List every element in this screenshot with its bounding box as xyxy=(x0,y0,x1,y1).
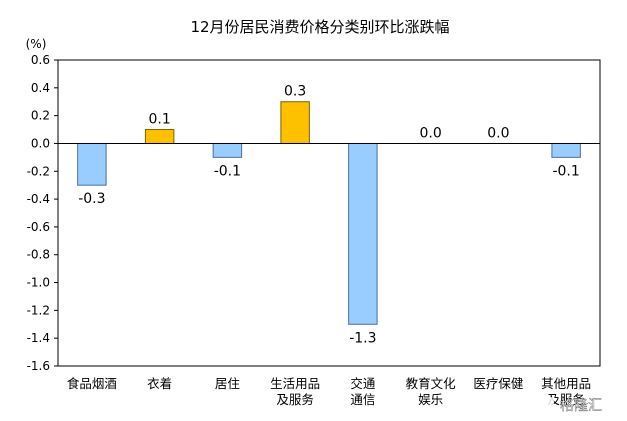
bar-8 xyxy=(551,142,581,158)
x-category-label: 其他用品 xyxy=(541,376,591,391)
y-tick-label: -0.4 xyxy=(27,192,50,206)
y-tick-label: -1.2 xyxy=(27,303,50,317)
y-tick-label: -0.6 xyxy=(27,220,50,234)
bar-1 xyxy=(77,142,107,186)
plot-area-frame xyxy=(57,59,601,367)
bar-5 xyxy=(348,142,378,325)
y-axis: 0.6 0.4 0.2 0.0 -0.2 -0.4 -0.6 -0.8 -1.0 -1.2 -1.4… xyxy=(27,53,58,373)
x-category-label: 居住 xyxy=(215,376,241,391)
y-tick-label: -1.6 xyxy=(27,359,50,373)
chart-title: 12月份居民消费价格分类别环比涨跌幅 xyxy=(190,18,449,36)
data-label: 0.1 xyxy=(148,112,170,128)
y-tick-label: -1.0 xyxy=(27,276,50,290)
x-category-label: 及服务 xyxy=(276,392,314,407)
data-label: 0.0 xyxy=(419,125,441,141)
watermark-logo-icon xyxy=(540,397,554,411)
data-label: -0.1 xyxy=(552,163,579,179)
x-category-label: 及服务 xyxy=(547,392,585,407)
x-category-label: 娱乐 xyxy=(418,392,443,407)
data-label: -0.1 xyxy=(214,163,241,179)
data-label: 0.3 xyxy=(284,84,306,100)
y-tick-label: -0.8 xyxy=(27,248,50,262)
y-tick-label: 0.2 xyxy=(31,109,50,123)
x-category-label: 生活用品 xyxy=(270,376,320,391)
x-category-label: 交通 xyxy=(350,376,376,391)
watermark: 格隆汇 xyxy=(540,397,602,414)
y-tick-label: -1.4 xyxy=(27,331,50,345)
bar-4 xyxy=(280,101,310,144)
y-tick-label: 0.4 xyxy=(31,81,50,95)
data-label: 0.0 xyxy=(487,125,509,141)
y-tick-label: 0.0 xyxy=(31,136,50,150)
x-category-label: 医疗保健 xyxy=(473,376,524,391)
data-label: -1.3 xyxy=(349,330,376,346)
data-labels: -0.3 0.1 -0.1 0.3 -1.3 0.0 0.0 -0.1 xyxy=(78,84,580,347)
y-tick-label: -0.2 xyxy=(27,164,50,178)
bars-group xyxy=(77,101,581,325)
data-label: -0.3 xyxy=(78,191,105,207)
bar-2 xyxy=(144,129,175,144)
watermark-text: 格隆汇 xyxy=(560,398,602,414)
y-tick-label: 0.6 xyxy=(31,53,50,67)
x-category-label: 衣着 xyxy=(147,376,172,391)
x-category-label: 通信 xyxy=(350,392,375,407)
bar-3 xyxy=(212,142,243,158)
x-category-label: 教育文化 xyxy=(406,376,457,391)
x-category-label: 食品烟酒 xyxy=(67,376,117,391)
y-axis-unit: (%) xyxy=(26,37,47,51)
